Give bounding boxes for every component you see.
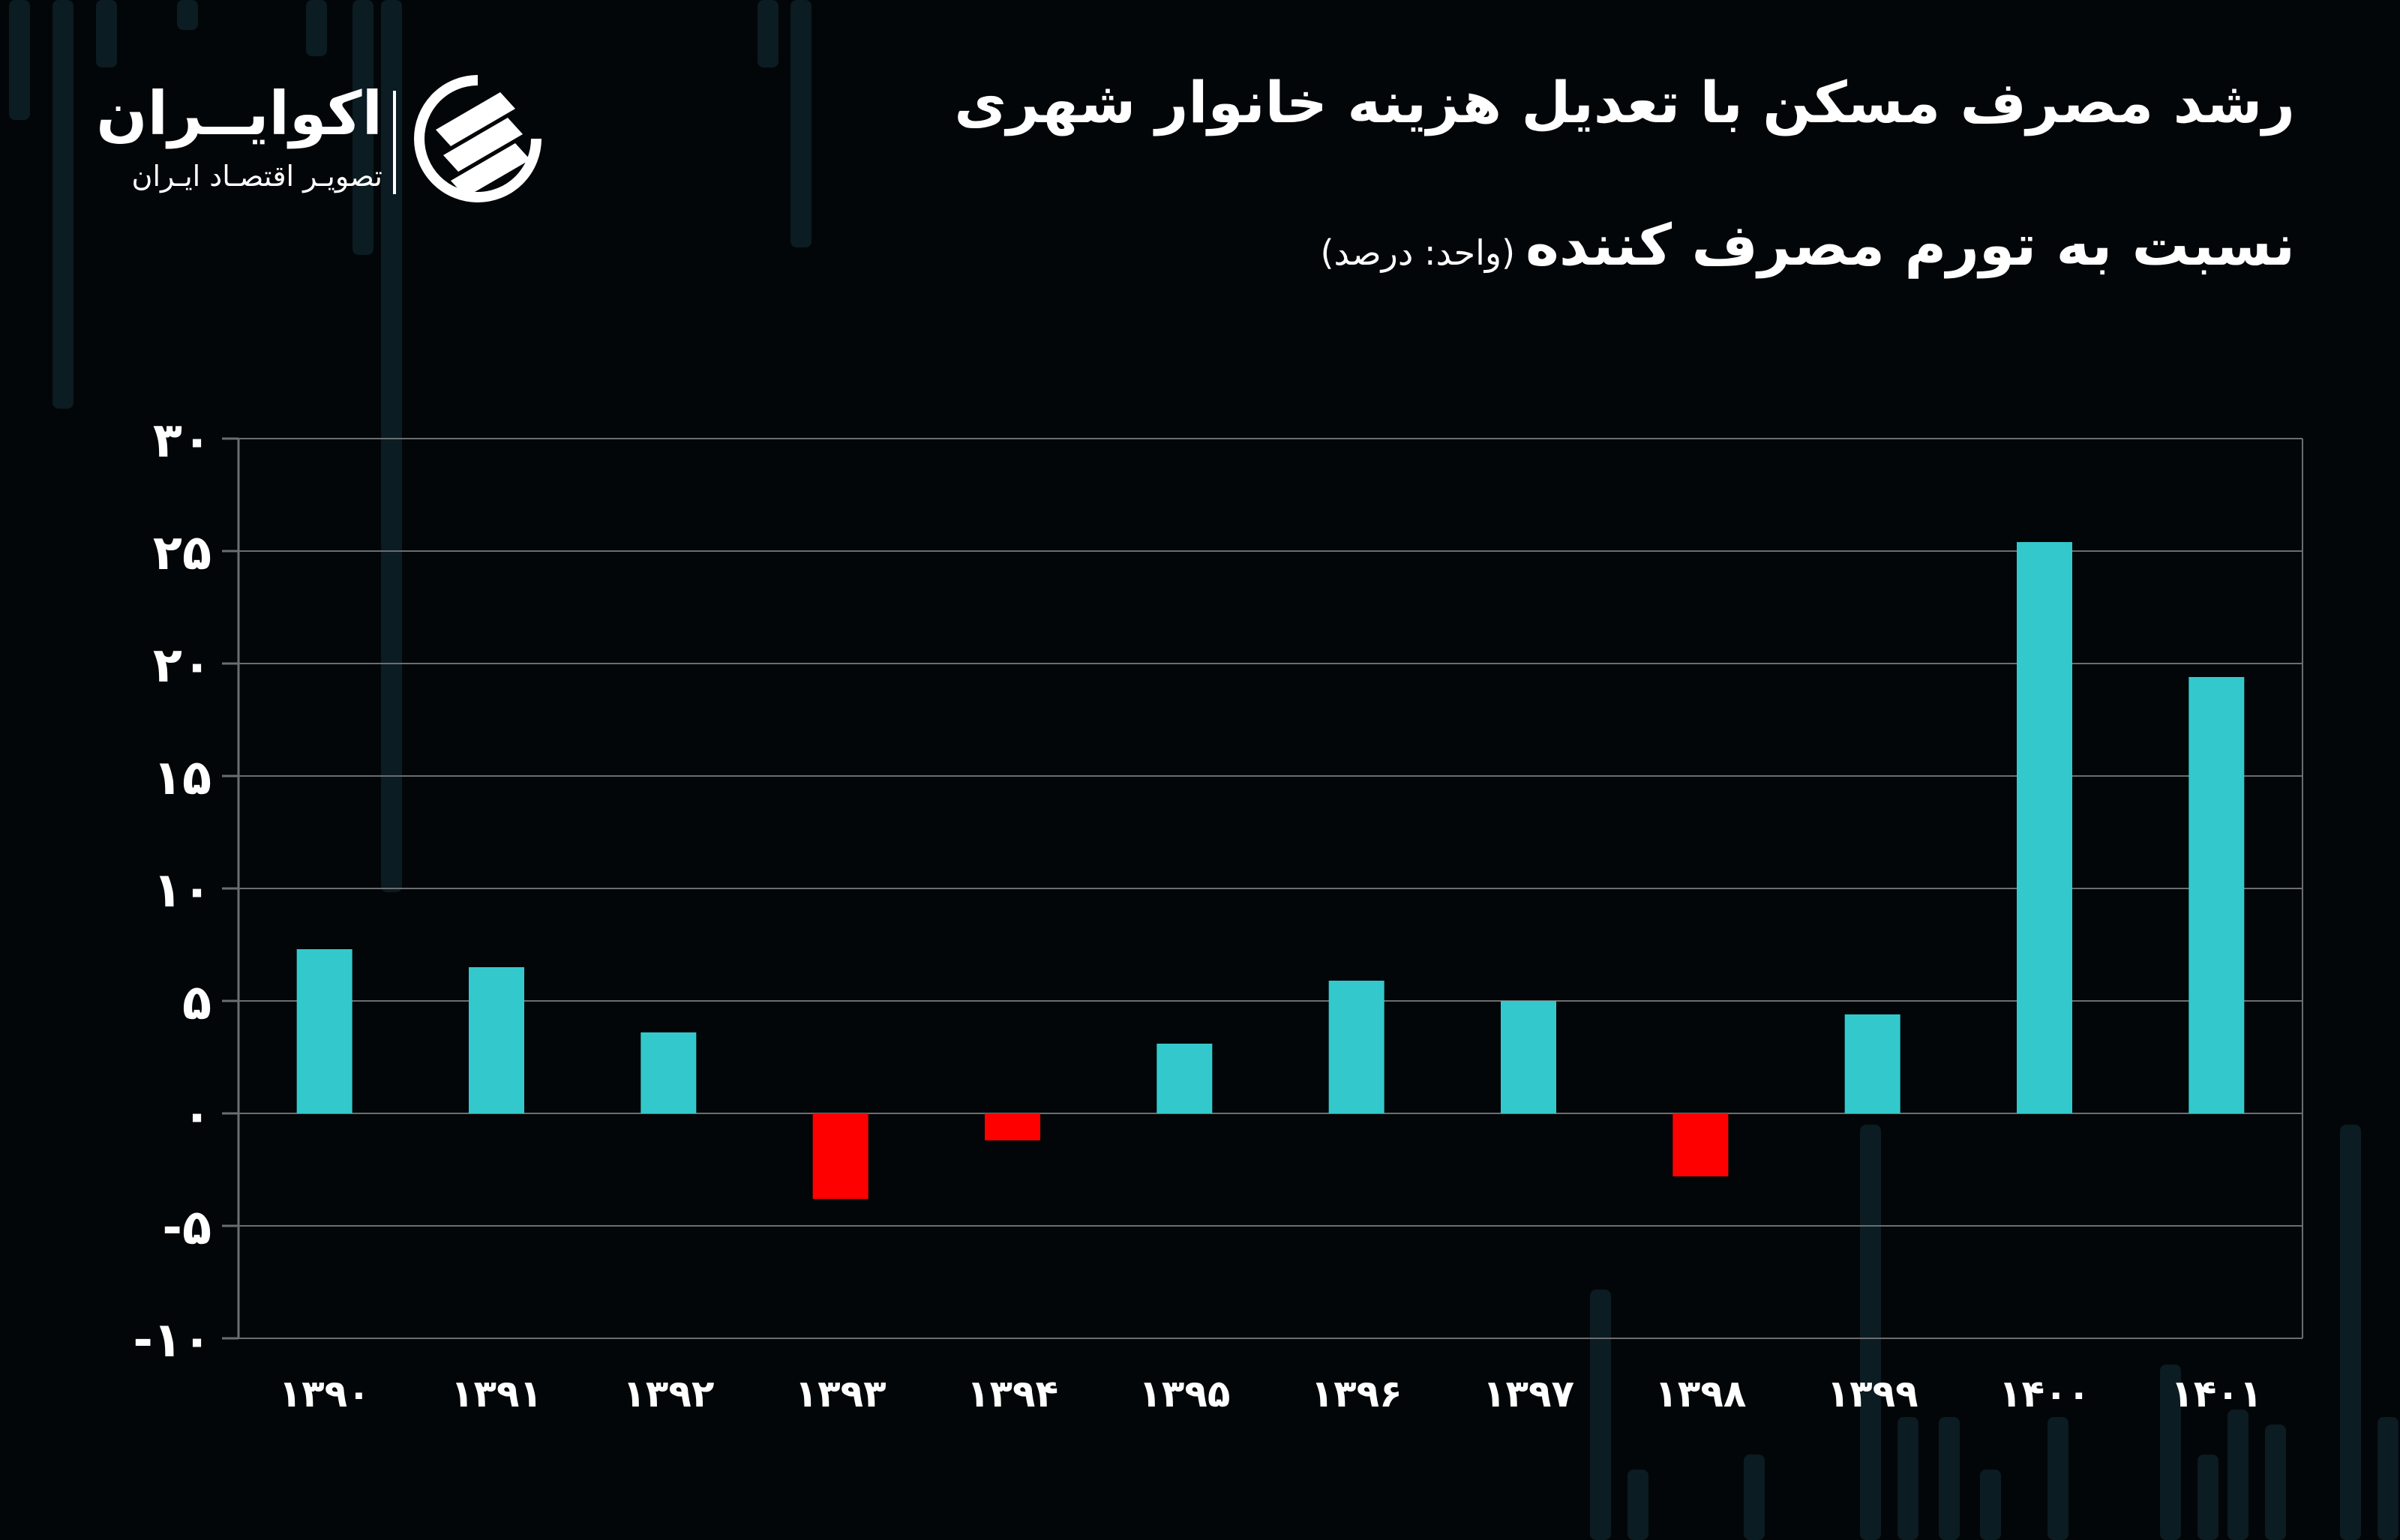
brand-logo: اکوایــران تصویـر اقتصـاد ایـران bbox=[96, 71, 549, 206]
ecoiran-logo-icon bbox=[414, 75, 542, 202]
decor-bar bbox=[352, 0, 374, 255]
x-tick-label: ۱۴۰۱ bbox=[2170, 1372, 2262, 1416]
bar-4 bbox=[985, 1113, 1040, 1140]
bar-11 bbox=[2188, 677, 2245, 1113]
x-tick-label: ۱۳۹۲ bbox=[622, 1372, 714, 1416]
x-tick-label: ۱۳۹۹ bbox=[1827, 1372, 1918, 1416]
y-tick-label: ۲۵ bbox=[153, 526, 212, 581]
y-tick-label: ۱۰ bbox=[153, 863, 212, 918]
decor-bar bbox=[381, 0, 402, 892]
y-tick-label: ۱۵ bbox=[153, 751, 212, 806]
x-tick-label: ۱۳۹۰ bbox=[279, 1372, 370, 1416]
decor-bar bbox=[2198, 1455, 2218, 1540]
x-tick-label: ۱۳۹۱ bbox=[451, 1372, 542, 1416]
decor-bar bbox=[1860, 1125, 1881, 1540]
y-tick-label: -۱۰ bbox=[133, 1313, 212, 1368]
chart-subtitle: نسبت به تورم مصرف کننده(واحد: درصد) bbox=[1321, 211, 2295, 278]
x-tick-label: ۱۳۹۳ bbox=[795, 1372, 886, 1416]
x-tick-label: ۱۴۰۰ bbox=[1999, 1372, 2090, 1416]
y-tick-label: ۲۰ bbox=[153, 638, 212, 694]
decor-bar bbox=[2378, 1417, 2398, 1540]
subtitle-text: نسبت به تورم مصرف کننده bbox=[1526, 211, 2295, 278]
bar-8 bbox=[1672, 1113, 1729, 1176]
x-tick-label: ۱۳۹۷ bbox=[1483, 1372, 1574, 1416]
decor-bar bbox=[96, 0, 117, 67]
bar-3 bbox=[812, 1113, 868, 1199]
decor-bar bbox=[1744, 1455, 1765, 1540]
decor-bar bbox=[306, 0, 327, 56]
bar-1 bbox=[469, 967, 524, 1113]
logo-name: اکوایــران bbox=[96, 79, 382, 148]
bar-9 bbox=[1844, 1014, 1900, 1113]
bar-7 bbox=[1501, 1001, 1556, 1113]
decor-bar bbox=[2048, 1417, 2068, 1540]
chart-title: رشد مصرف مسکن با تعدیل هزینه خانوار شهری bbox=[954, 69, 2295, 136]
bar-0 bbox=[296, 949, 352, 1113]
decor-bar bbox=[2265, 1425, 2286, 1540]
bar-2 bbox=[640, 1032, 697, 1113]
decor-bar bbox=[1898, 1417, 1918, 1540]
decor-bar bbox=[1980, 1470, 2001, 1540]
decor-bar bbox=[2228, 1410, 2248, 1540]
y-tick-label: ۰ bbox=[182, 1088, 212, 1143]
decor-bar bbox=[9, 0, 30, 120]
bar-10 bbox=[2017, 542, 2072, 1113]
decor-bar bbox=[790, 0, 812, 247]
y-tick-label: ۵ bbox=[182, 975, 212, 1031]
decor-bar bbox=[1590, 1290, 1611, 1540]
x-tick-label: ۱۳۹۸ bbox=[1654, 1372, 1746, 1416]
decor-bar bbox=[177, 0, 198, 30]
decor-bar bbox=[2340, 1125, 2361, 1540]
decor-bar bbox=[1628, 1470, 1648, 1540]
x-tick-label: ۱۳۹۶ bbox=[1311, 1372, 1402, 1416]
bar-5 bbox=[1156, 1044, 1213, 1113]
x-tick-label: ۱۳۹۴ bbox=[967, 1372, 1058, 1416]
logo-tagline: تصویـر اقتصـاد ایـران bbox=[131, 160, 382, 193]
decor-bar bbox=[2160, 1365, 2181, 1540]
decor-bar bbox=[1939, 1417, 1960, 1540]
y-tick-label: ۳۰ bbox=[153, 413, 212, 469]
decor-bar bbox=[52, 0, 74, 409]
logo-divider bbox=[393, 91, 396, 194]
unit-label: (واحد: درصد) bbox=[1320, 232, 1516, 273]
bar-6 bbox=[1328, 981, 1384, 1113]
x-tick-label: ۱۳۹۵ bbox=[1138, 1372, 1230, 1416]
decor-bar bbox=[758, 0, 778, 67]
y-tick-label: -۵ bbox=[162, 1200, 212, 1256]
